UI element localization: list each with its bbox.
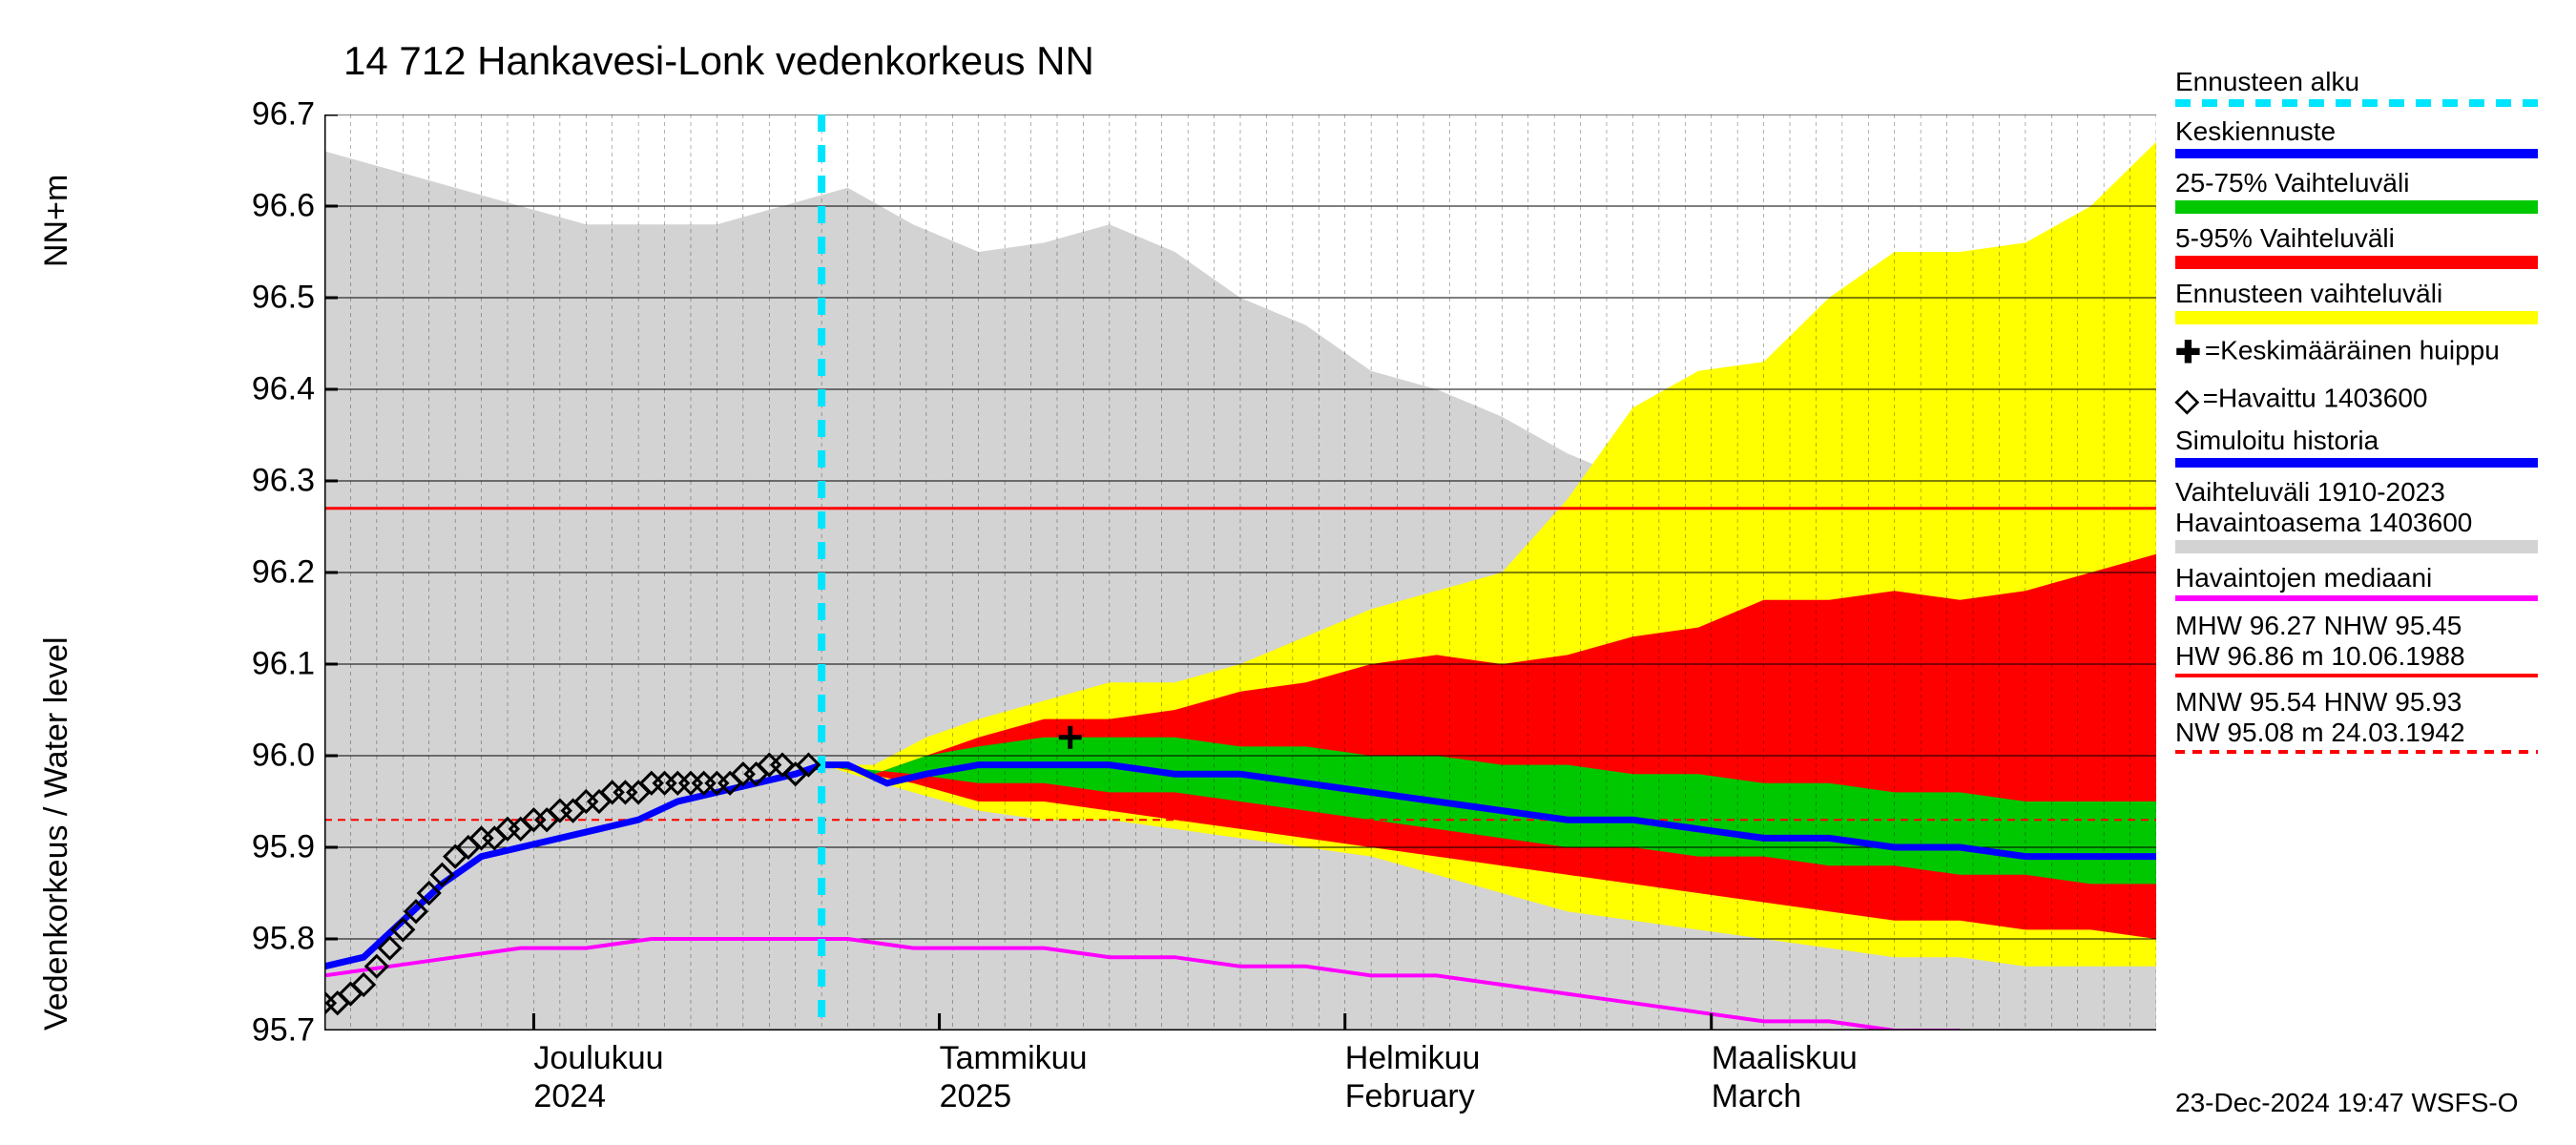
- chart-title: 14 712 Hankavesi-Lonk vedenkorkeus NN: [343, 38, 1094, 84]
- y-axis-label-main: Vedenkorkeus / Water level: [38, 636, 75, 1030]
- legend-sim-history: Simuloitu historia: [2175, 426, 2557, 468]
- x-tick-year: 2025: [940, 1078, 1012, 1115]
- legend: Ennusteen alku Keskiennuste 25-75% Vaiht…: [2175, 67, 2557, 763]
- x-tick-month: Maaliskuu: [1712, 1040, 1858, 1077]
- plot-svg: [324, 114, 2156, 1030]
- y-tick-label: 96.7: [219, 96, 315, 134]
- legend-observed: ◇=Havaittu 1403600: [2175, 382, 2557, 418]
- y-tick-label: 95.8: [219, 921, 315, 958]
- y-axis-label-unit: NN+m: [38, 175, 75, 267]
- legend-obs-median: Havaintojen mediaani: [2175, 563, 2557, 601]
- legend-forecast-range: Ennusteen vaihteluväli: [2175, 279, 2557, 324]
- magenta-swatch: [2175, 595, 2538, 601]
- yellow-swatch: [2175, 311, 2538, 324]
- cyan-dash-swatch: [2175, 99, 2538, 107]
- y-tick-label: 96.2: [219, 554, 315, 592]
- chart-container: 14 712 Hankavesi-Lonk vedenkorkeus NN NN…: [0, 0, 2576, 1145]
- x-tick-year: March: [1712, 1078, 1801, 1115]
- x-tick-year: February: [1345, 1078, 1475, 1115]
- y-tick-label: 95.9: [219, 829, 315, 866]
- x-tick-month: Tammikuu: [940, 1040, 1088, 1077]
- legend-hist-range: Vaihteluväli 1910-2023 Havaintoasema 140…: [2175, 477, 2557, 553]
- grey-swatch: [2175, 540, 2538, 553]
- plus-icon: ✚: [2175, 334, 2201, 370]
- red-line-swatch: [2175, 674, 2538, 677]
- diamond-icon: ◇: [2175, 382, 2199, 418]
- red-swatch: [2175, 256, 2538, 269]
- legend-stats-nw: MNW 95.54 HNW 95.93 NW 95.08 m 24.03.194…: [2175, 687, 2557, 754]
- blue-swatch: [2175, 149, 2538, 158]
- legend-25-75: 25-75% Vaihteluväli: [2175, 168, 2557, 214]
- timestamp: 23-Dec-2024 19:47 WSFS-O: [2175, 1088, 2519, 1118]
- red-dash-swatch: [2175, 750, 2538, 754]
- y-tick-label: 96.1: [219, 646, 315, 683]
- y-tick-label: 96.4: [219, 371, 315, 408]
- y-tick-label: 96.6: [219, 188, 315, 225]
- x-tick-month: Helmikuu: [1345, 1040, 1481, 1077]
- blue-swatch-2: [2175, 458, 2538, 468]
- x-tick-month: Joulukuu: [533, 1040, 663, 1077]
- y-tick-label: 95.7: [219, 1012, 315, 1050]
- legend-5-95: 5-95% Vaihteluväli: [2175, 223, 2557, 269]
- legend-mean-peak: ✚=Keskimääräinen huippu: [2175, 334, 2557, 370]
- legend-forecast-start: Ennusteen alku: [2175, 67, 2557, 107]
- legend-mean-forecast: Keskiennuste: [2175, 116, 2557, 158]
- x-tick-year: 2024: [533, 1078, 606, 1115]
- plot-area: [324, 114, 2156, 1030]
- green-swatch: [2175, 200, 2538, 214]
- legend-stats-hw: MHW 96.27 NHW 95.45 HW 96.86 m 10.06.198…: [2175, 611, 2557, 677]
- y-tick-label: 96.3: [219, 463, 315, 500]
- y-tick-label: 96.0: [219, 738, 315, 775]
- y-tick-label: 96.5: [219, 280, 315, 317]
